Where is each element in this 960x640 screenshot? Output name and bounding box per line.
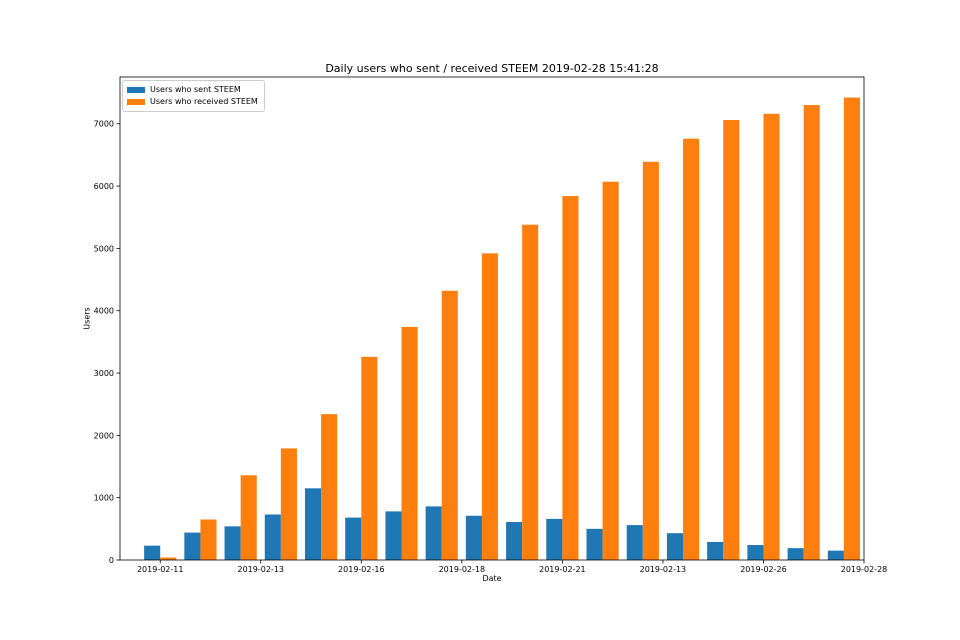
bar-received-12: [642, 161, 659, 560]
legend-label-received: Users who received STEEM: [150, 97, 258, 106]
bar-sent-7: [425, 506, 442, 560]
bar-sent-2: [224, 526, 241, 560]
bar-received-14: [723, 120, 740, 560]
y-tick-label-2: 2000: [94, 431, 114, 440]
bar-received-10: [562, 196, 579, 561]
x-tick-label-6: 2019-02-26: [740, 565, 787, 574]
bar-received-15: [763, 113, 780, 561]
bar-received-3: [280, 448, 297, 560]
bar-received-13: [683, 138, 700, 560]
x-tick-label-5: 2019-02-13: [640, 565, 687, 574]
bar-sent-3: [264, 514, 281, 560]
legend-item-received: Users who received STEEM: [127, 96, 258, 108]
y-tick-label-1: 1000: [94, 494, 114, 503]
legend-item-sent: Users who sent STEEM: [127, 84, 258, 96]
bar-sent-1: [184, 532, 201, 560]
bar-sent-13: [666, 533, 684, 560]
bar-sent-11: [586, 528, 603, 560]
bar-received-8: [481, 253, 499, 560]
bar-sent-4: [304, 488, 322, 560]
x-axis-label: Date: [482, 574, 502, 583]
bar-received-2: [240, 475, 257, 560]
y-tick-label-4: 4000: [94, 307, 114, 316]
x-tick-label-3: 2019-02-18: [439, 565, 486, 574]
bar-received-5: [361, 356, 378, 560]
axes-layer: 0 1000 2000 3000 4000 5000 6000 7000 2019-02-11 2…: [94, 76, 888, 574]
legend-swatch-received: [127, 99, 145, 105]
x-tick-label-1: 2019-02-13: [238, 565, 285, 574]
bar-received-6: [401, 326, 418, 560]
bars-layer: [144, 97, 860, 561]
bar-sent-14: [707, 541, 724, 560]
chart-title: Daily users who sent / received STEEM 20…: [325, 62, 659, 75]
bar-sent-10: [546, 518, 563, 560]
legend-label-sent: Users who sent STEEM: [150, 85, 241, 94]
bar-sent-17: [827, 550, 844, 560]
bar-sent-8: [465, 515, 482, 560]
y-tick-label-6: 6000: [94, 182, 114, 191]
legend: Users who sent STEEM Users who received …: [122, 80, 265, 112]
legend-swatch-sent: [127, 87, 145, 93]
bar-sent-15: [747, 545, 764, 560]
bar-sent-9: [506, 521, 523, 560]
bar-received-16: [803, 105, 820, 561]
y-tick-label-5: 5000: [94, 244, 114, 253]
bar-sent-12: [626, 525, 643, 560]
y-axis-label: Users: [82, 307, 92, 330]
bar-received-4: [321, 414, 338, 560]
y-tick-label-7: 7000: [94, 120, 114, 129]
plot-frame: [119, 76, 865, 561]
x-tick-label-0: 2019-02-11: [137, 565, 184, 574]
x-tick-label-7: 2019-02-28: [841, 565, 888, 574]
bar-sent-5: [345, 517, 362, 560]
bar-received-1: [200, 519, 217, 560]
bar-received-7: [441, 290, 458, 560]
x-tick-label-4: 2019-02-21: [539, 565, 586, 574]
bar-received-17: [843, 97, 860, 560]
bar-sent-0: [144, 545, 161, 560]
bar-received-0: [160, 557, 177, 560]
bar-sent-6: [385, 511, 402, 560]
bar-received-11: [602, 181, 619, 560]
y-tick-label-0: 0: [109, 556, 114, 565]
bar-sent-16: [787, 548, 804, 560]
x-tick-label-2: 2019-02-16: [338, 565, 385, 574]
y-tick-label-3: 3000: [94, 369, 114, 378]
bar-received-9: [522, 224, 539, 560]
